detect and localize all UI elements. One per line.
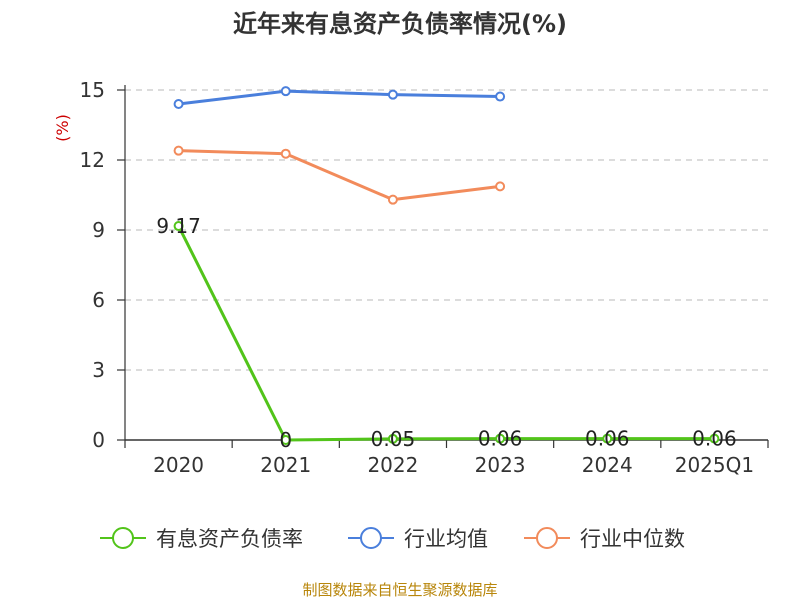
data-point: [173, 221, 184, 232]
y-tick-label: 6: [92, 288, 105, 312]
y-tick-label: 12: [80, 148, 105, 172]
series: [173, 86, 720, 445]
data-point: [495, 181, 506, 192]
x-tick-label: 2020: [153, 453, 204, 477]
legend-item[interactable]: 行业均值: [348, 527, 488, 551]
data-label: 0.06: [585, 427, 630, 451]
x-tick-label: 2022: [367, 453, 418, 477]
data-point: [387, 89, 398, 100]
y-tick-label: 15: [80, 78, 105, 102]
data-point: [280, 86, 291, 97]
x-tick-label: 2024: [582, 453, 633, 477]
y-tick-label: 0: [92, 428, 105, 452]
data-labels: 9.17 0 0.05 0.06 0.06 0.06: [156, 214, 736, 452]
series-line: [178, 89, 501, 106]
legend-marker: [112, 527, 134, 549]
x-tick-label: 2021: [260, 453, 311, 477]
legend-item[interactable]: 有息资产负债率: [100, 527, 303, 551]
y-tick-label: 3: [92, 358, 105, 382]
data-point: [280, 435, 291, 445]
legend-label: 行业中位数: [580, 527, 685, 551]
legend-label: 行业均值: [404, 527, 488, 551]
data-label: 0.05: [371, 427, 416, 451]
data-point: [173, 145, 184, 156]
legend-label: 有息资产负债率: [156, 527, 303, 551]
series-line: [178, 149, 501, 202]
grid: [125, 89, 768, 371]
x-tick-label: 2025Q1: [675, 453, 754, 477]
legend-marker: [536, 527, 558, 549]
data-label: 0.06: [478, 427, 523, 451]
legend[interactable]: 有息资产负债率 行业均值 行业中位数: [100, 527, 685, 551]
axes: 0 3 6 9 12 15 2020 2021 2022 2023 2024 2025Q1: [80, 78, 769, 477]
data-label: 9.17: [156, 214, 201, 238]
data-point: [387, 433, 398, 444]
y-axis-label: (%): [53, 114, 72, 142]
data-point: [709, 433, 720, 444]
series-line: [177, 225, 715, 442]
chart-title: 近年来有息资产负债率情况(%): [233, 10, 567, 38]
data-point: [387, 194, 398, 205]
data-point: [495, 91, 506, 102]
y-tick-label: 9: [92, 218, 105, 242]
data-label: 0.06: [692, 427, 737, 451]
data-label: 0: [279, 428, 292, 452]
x-tick-label: 2023: [475, 453, 526, 477]
source-note: 制图数据来自恒生聚源数据库: [302, 581, 497, 599]
data-point: [280, 148, 291, 159]
data-point: [602, 433, 613, 444]
legend-marker: [360, 527, 382, 549]
legend-item[interactable]: 行业中位数: [524, 527, 685, 551]
data-point: [495, 433, 506, 444]
data-point: [173, 99, 184, 109]
